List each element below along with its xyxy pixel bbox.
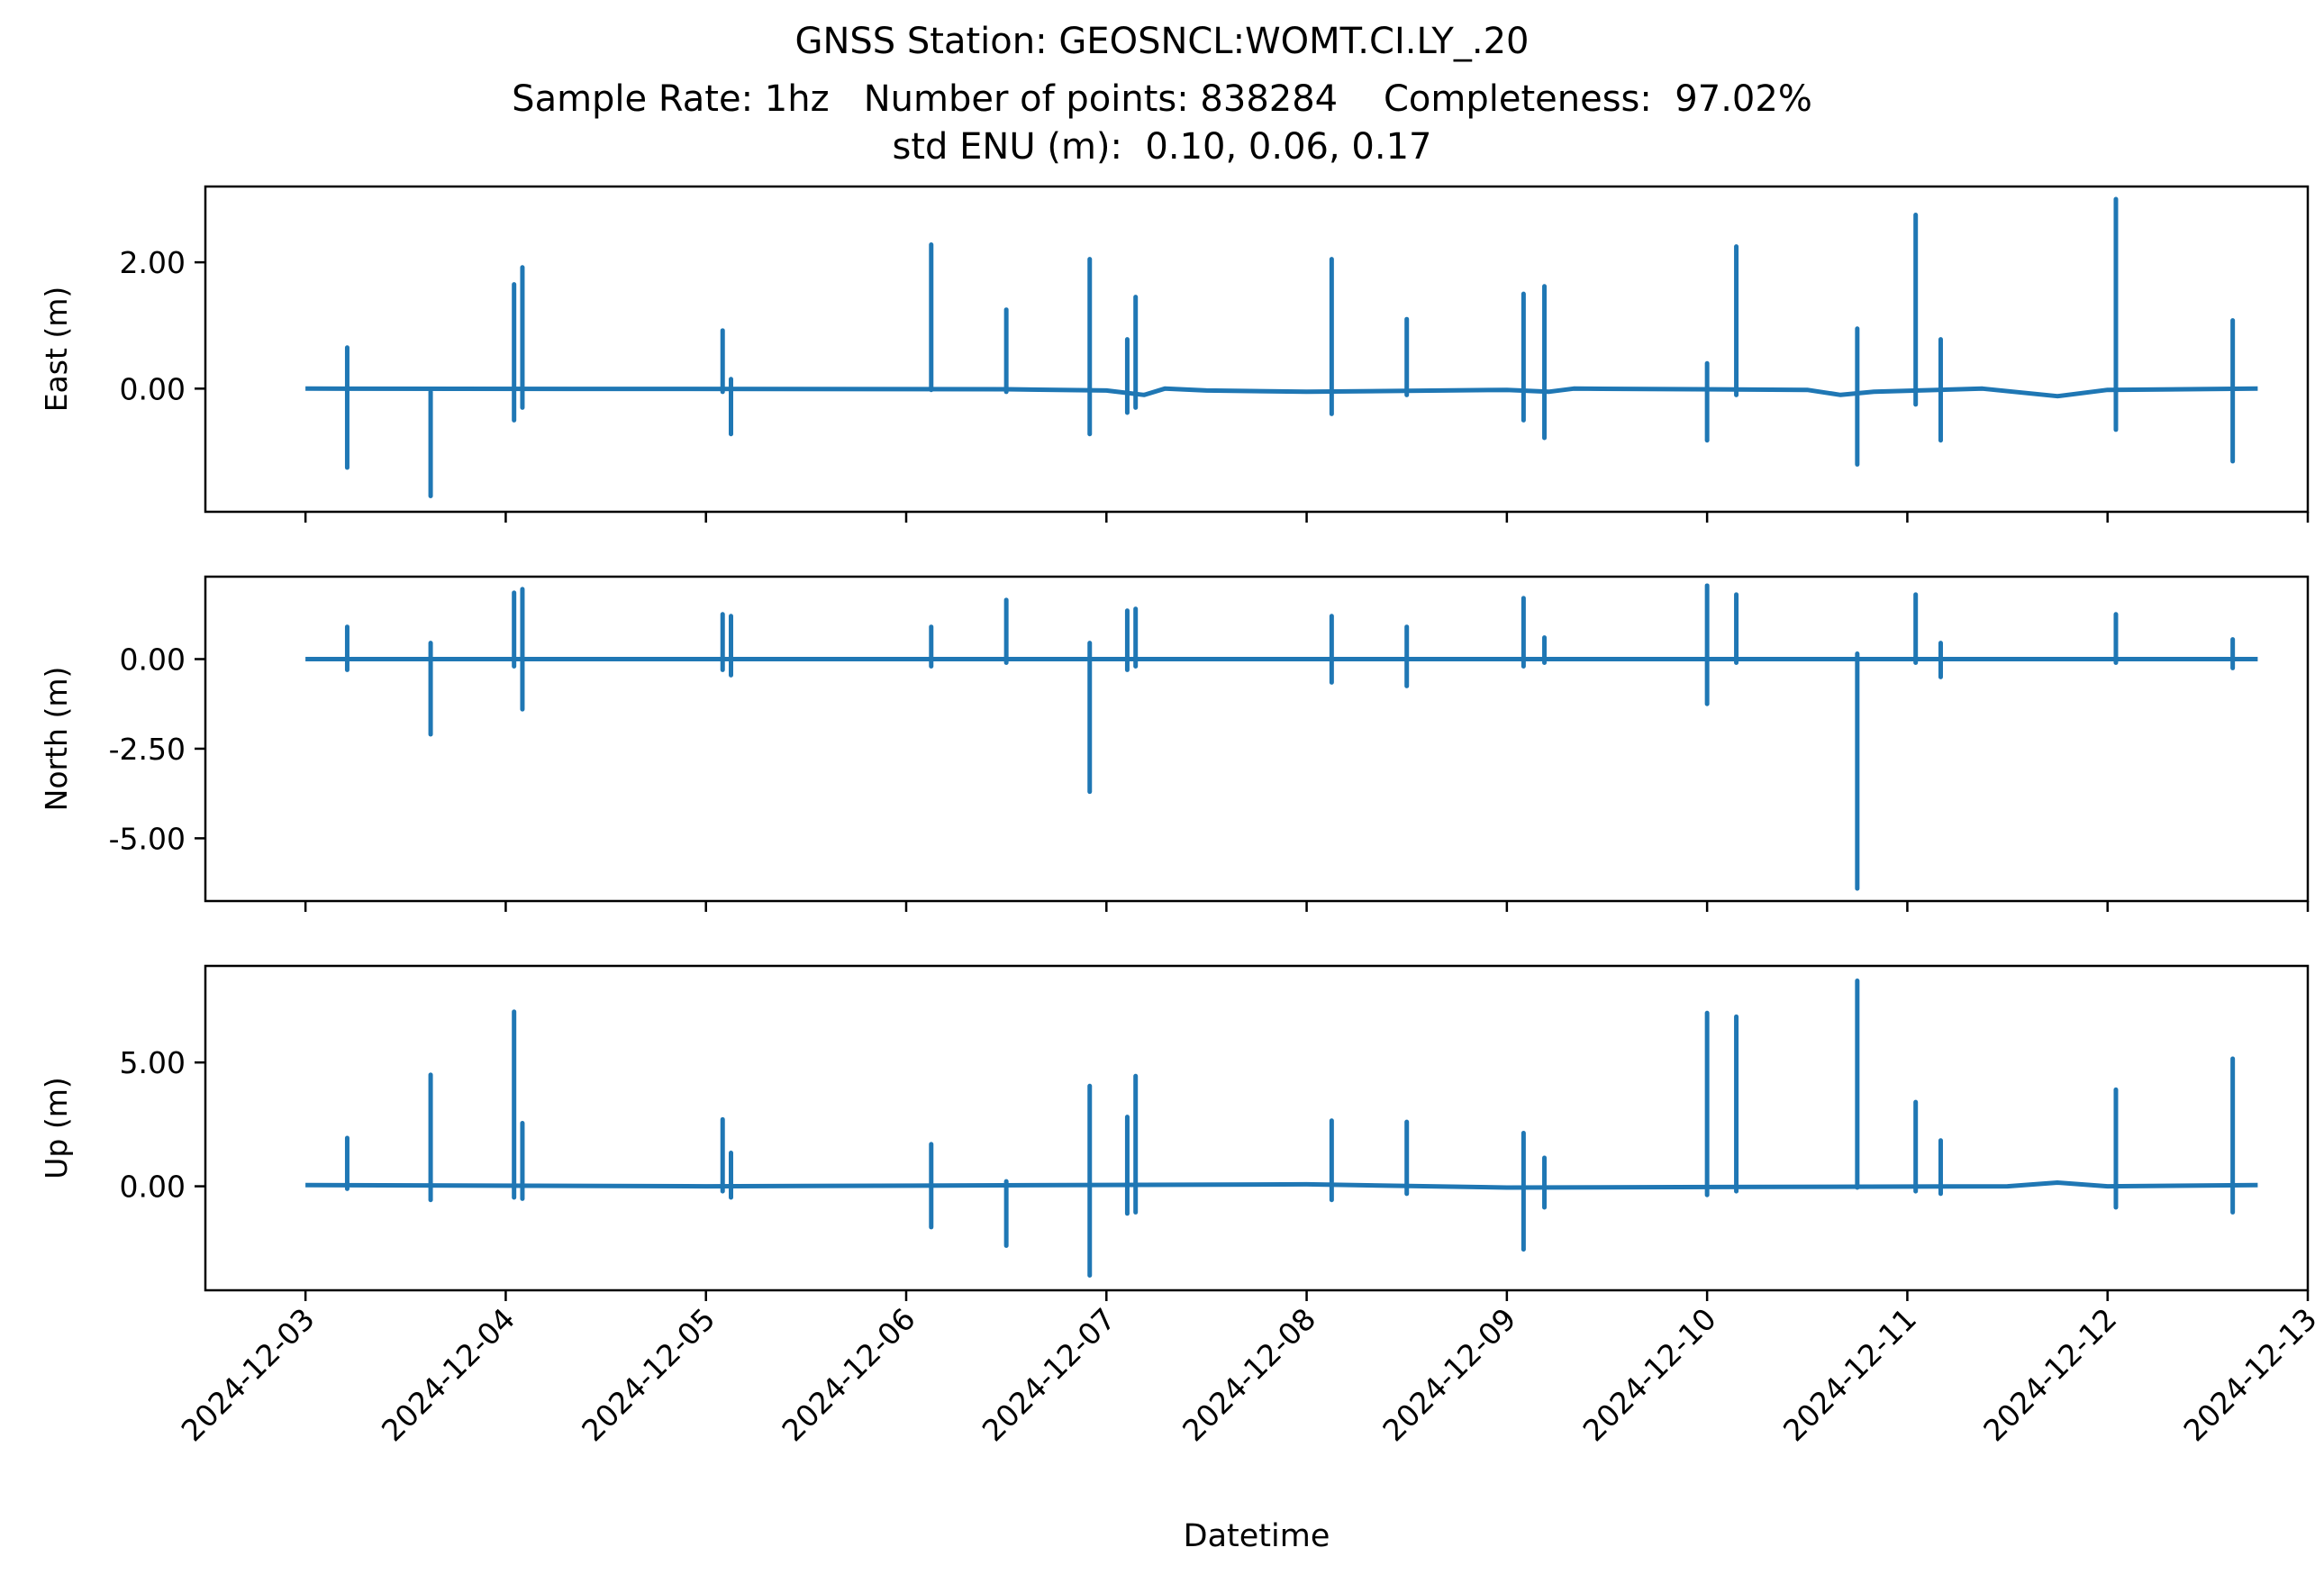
- x-tick-label-6: 2024-12-09: [1375, 1301, 1522, 1448]
- panel-frame-0: [204, 185, 2310, 514]
- y-tick-label-0-0: 0.00: [120, 371, 186, 406]
- y-tick-label-2-0: 0.00: [120, 1170, 186, 1205]
- y-tick-label-2-1: 5.00: [120, 1045, 186, 1080]
- x-tick-label-3: 2024-12-06: [775, 1301, 921, 1448]
- panel-frame-1: [204, 575, 2310, 903]
- y-tick-label-1-1: -2.50: [109, 732, 186, 767]
- x-tick-label-10: 2024-12-13: [2176, 1301, 2323, 1448]
- x-axis-label: Datetime: [1184, 1518, 1330, 1554]
- series-baseline-2: [305, 1180, 2258, 1190]
- y-tick-label-1-0: 0.00: [120, 642, 186, 677]
- y-axis-label-2: Up (m): [39, 1077, 74, 1179]
- x-tick-label-5: 2024-12-08: [1176, 1301, 1322, 1448]
- series-baseline-0: [305, 386, 2258, 399]
- x-tick-label-8: 2024-12-11: [1776, 1301, 1923, 1448]
- x-tick-label-9: 2024-12-12: [1976, 1301, 2123, 1448]
- y-tick-label-1-2: -5.00: [109, 821, 186, 856]
- panel-frame-2: [204, 964, 2310, 1292]
- chart-title-line-1: GNSS Station: GEOSNCL:WOMT.CI.LY_.20: [794, 21, 1530, 62]
- x-tick-label-2: 2024-12-05: [575, 1301, 722, 1448]
- chart-title-line-2: Sample Rate: 1hz Number of points: 83828…: [512, 78, 1812, 120]
- chart-title-line-3: std ENU (m): 0.10, 0.06, 0.17: [892, 126, 1432, 168]
- x-tick-label-4: 2024-12-07: [976, 1301, 1122, 1448]
- y-axis-label-0: East (m): [39, 287, 74, 413]
- x-tick-label-0: 2024-12-03: [175, 1301, 322, 1448]
- y-tick-label-0-1: 2.00: [120, 245, 186, 280]
- y-axis-label-1: North (m): [39, 667, 74, 812]
- x-tick-label-1: 2024-12-04: [375, 1301, 522, 1448]
- x-tick-label-7: 2024-12-10: [1576, 1301, 1723, 1448]
